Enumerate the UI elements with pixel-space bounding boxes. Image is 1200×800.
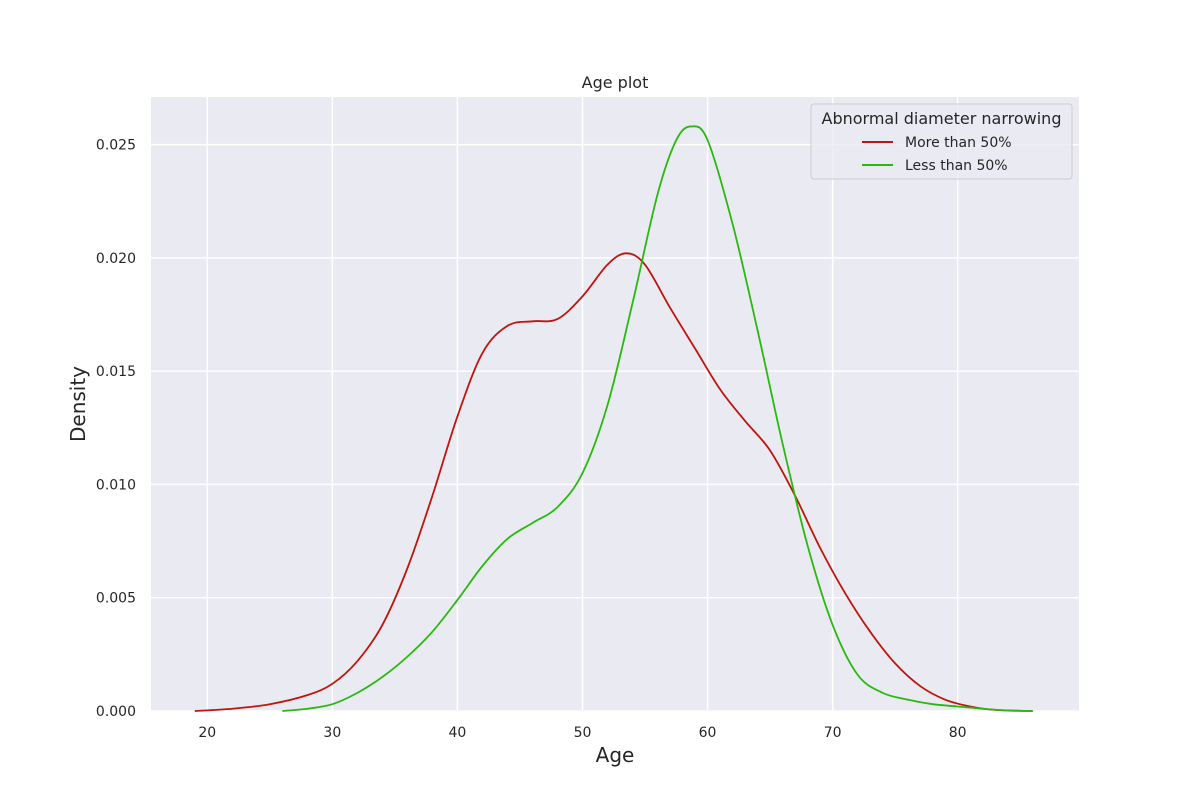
y-tick-label: 0.010 — [96, 477, 136, 493]
series-line-more-than-50 — [194, 252, 1033, 712]
legend-title: Abnormal diameter narrowing — [822, 109, 1062, 128]
legend-entries: More than 50% Less than 50% — [862, 135, 1012, 174]
x-tick-label: 70 — [824, 725, 842, 741]
y-tick-label: 0.000 — [96, 704, 136, 720]
y-axis-title: Density — [66, 366, 90, 442]
y-tick-label: 0.020 — [96, 251, 136, 267]
x-tick-label: 30 — [323, 725, 341, 741]
x-tick-label: 60 — [699, 725, 717, 741]
y-tick-label: 0.015 — [96, 364, 136, 380]
y-tick-label: 0.005 — [96, 591, 136, 607]
legend-box — [810, 103, 1073, 180]
x-tick-label: 40 — [449, 725, 467, 741]
x-tick-label: 50 — [574, 725, 592, 741]
legend-label-more-than-50: More than 50% — [905, 135, 1012, 151]
legend: Abnormal diameter narrowing More than 50… — [810, 103, 1073, 180]
y-tick-label: 0.025 — [96, 138, 136, 154]
x-tick-labels: 20 30 40 50 60 70 80 — [198, 725, 966, 741]
plot-area-background — [151, 97, 1079, 711]
y-tick-labels: 0.000 0.005 0.010 0.015 0.020 0.025 — [96, 138, 136, 720]
chart-title: Age plot — [582, 73, 649, 92]
series-lines — [194, 125, 1033, 712]
series-line-less-than-50 — [282, 125, 1033, 712]
x-tick-label: 80 — [949, 725, 967, 741]
legend-label-less-than-50: Less than 50% — [905, 158, 1008, 174]
x-axis-title: Age — [596, 743, 635, 767]
x-tick-label: 20 — [198, 725, 216, 741]
